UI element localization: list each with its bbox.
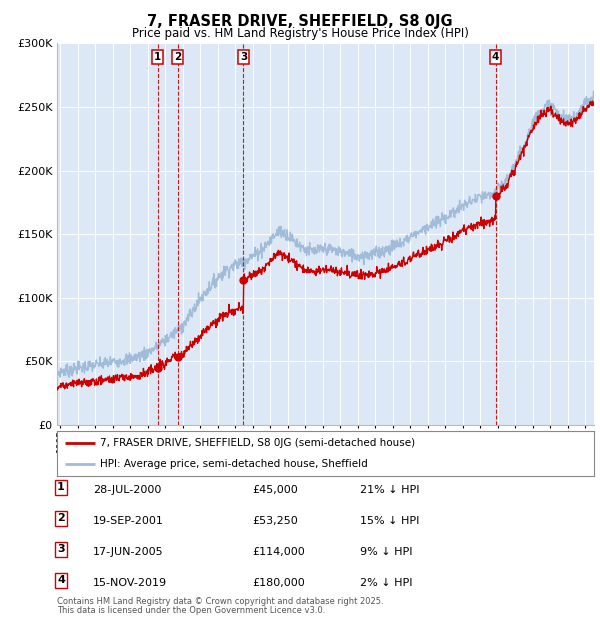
Text: Price paid vs. HM Land Registry's House Price Index (HPI): Price paid vs. HM Land Registry's House …	[131, 27, 469, 40]
Text: 4: 4	[492, 52, 499, 62]
Text: 19-SEP-2001: 19-SEP-2001	[93, 516, 164, 526]
Text: 3: 3	[57, 544, 65, 554]
Text: £45,000: £45,000	[252, 485, 298, 495]
Text: 21% ↓ HPI: 21% ↓ HPI	[360, 485, 419, 495]
Text: This data is licensed under the Open Government Licence v3.0.: This data is licensed under the Open Gov…	[57, 606, 325, 615]
Text: 3: 3	[240, 52, 247, 62]
Text: 17-JUN-2005: 17-JUN-2005	[93, 547, 164, 557]
Text: 4: 4	[57, 575, 65, 585]
Text: 2: 2	[57, 513, 65, 523]
Text: 2% ↓ HPI: 2% ↓ HPI	[360, 578, 413, 588]
Text: Contains HM Land Registry data © Crown copyright and database right 2025.: Contains HM Land Registry data © Crown c…	[57, 597, 383, 606]
Text: 7, FRASER DRIVE, SHEFFIELD, S8 0JG (semi-detached house): 7, FRASER DRIVE, SHEFFIELD, S8 0JG (semi…	[100, 438, 415, 448]
Text: 2: 2	[174, 52, 181, 62]
Text: 1: 1	[154, 52, 161, 62]
Text: 28-JUL-2000: 28-JUL-2000	[93, 485, 161, 495]
Text: 15% ↓ HPI: 15% ↓ HPI	[360, 516, 419, 526]
Text: 15-NOV-2019: 15-NOV-2019	[93, 578, 167, 588]
Text: 7, FRASER DRIVE, SHEFFIELD, S8 0JG: 7, FRASER DRIVE, SHEFFIELD, S8 0JG	[147, 14, 453, 29]
Text: 9% ↓ HPI: 9% ↓ HPI	[360, 547, 413, 557]
Text: £180,000: £180,000	[252, 578, 305, 588]
Text: 1: 1	[57, 482, 65, 492]
Text: £53,250: £53,250	[252, 516, 298, 526]
Text: £114,000: £114,000	[252, 547, 305, 557]
Text: HPI: Average price, semi-detached house, Sheffield: HPI: Average price, semi-detached house,…	[100, 459, 368, 469]
